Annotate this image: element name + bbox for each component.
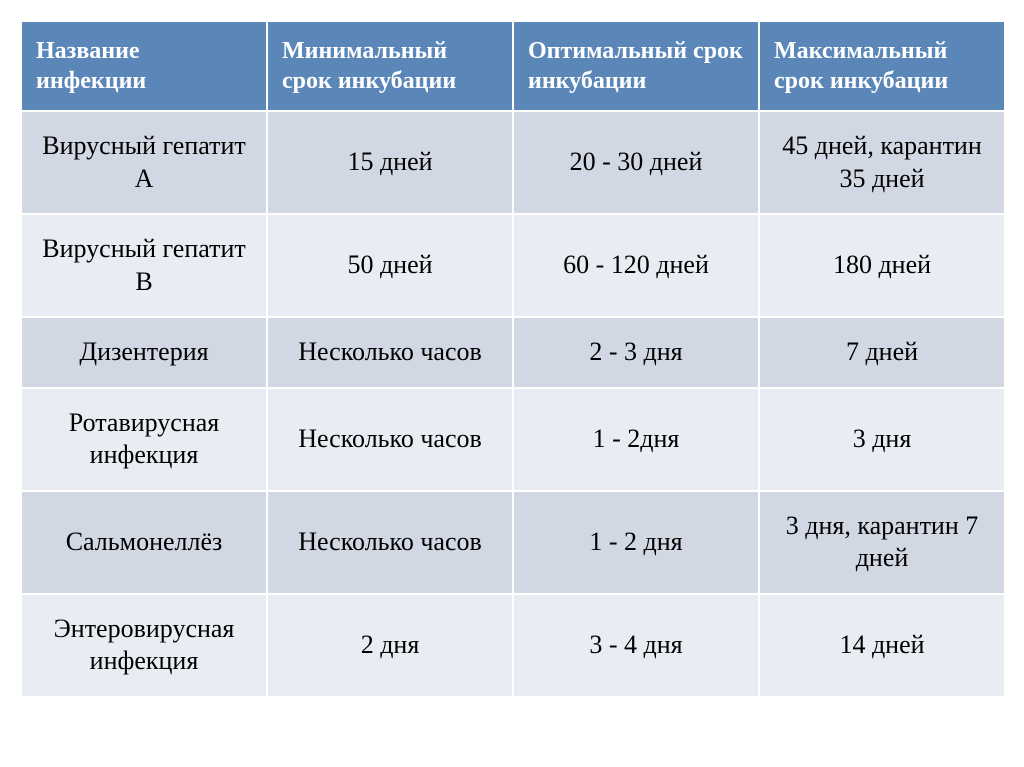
col-header-name: Название инфекции [21, 21, 267, 111]
table-row: Дизентерия Несколько часов 2 - 3 дня 7 д… [21, 317, 1005, 388]
cell-min: Несколько часов [267, 491, 513, 594]
cell-max: 7 дней [759, 317, 1005, 388]
cell-min: Несколько часов [267, 388, 513, 491]
cell-optimal: 20 - 30 дней [513, 111, 759, 214]
cell-infection-name: Ротавирусная инфекция [21, 388, 267, 491]
cell-infection-name: Сальмонеллёз [21, 491, 267, 594]
cell-max: 14 дней [759, 594, 1005, 697]
cell-optimal: 3 - 4 дня [513, 594, 759, 697]
cell-min: Несколько часов [267, 317, 513, 388]
table-row: Ротавирусная инфекция Несколько часов 1 … [21, 388, 1005, 491]
cell-infection-name: Вирусный гепатит В [21, 214, 267, 317]
table-row: Энтеровирусная инфекция 2 дня 3 - 4 дня … [21, 594, 1005, 697]
table-row: Сальмонеллёз Несколько часов 1 - 2 дня 3… [21, 491, 1005, 594]
cell-optimal: 2 - 3 дня [513, 317, 759, 388]
cell-min: 50 дней [267, 214, 513, 317]
table-row: Вирусный гепатит В 50 дней 60 - 120 дней… [21, 214, 1005, 317]
cell-min: 2 дня [267, 594, 513, 697]
col-header-max: Максимальный срок инкубации [759, 21, 1005, 111]
col-header-min: Минимальный срок инкубации [267, 21, 513, 111]
cell-max: 180 дней [759, 214, 1005, 317]
cell-infection-name: Энтеровирусная инфекция [21, 594, 267, 697]
col-header-optimal: Оптимальный срок инкубации [513, 21, 759, 111]
table-row: Вирусный гепатит А 15 дней 20 - 30 дней … [21, 111, 1005, 214]
cell-optimal: 60 - 120 дней [513, 214, 759, 317]
table-header-row: Название инфекции Минимальный срок инкуб… [21, 21, 1005, 111]
cell-max: 3 дня [759, 388, 1005, 491]
cell-optimal: 1 - 2дня [513, 388, 759, 491]
cell-infection-name: Дизентерия [21, 317, 267, 388]
cell-max: 45 дней, карантин 35 дней [759, 111, 1005, 214]
cell-max: 3 дня, карантин 7 дней [759, 491, 1005, 594]
cell-infection-name: Вирусный гепатит А [21, 111, 267, 214]
incubation-table: Название инфекции Минимальный срок инкуб… [20, 20, 1006, 698]
cell-optimal: 1 - 2 дня [513, 491, 759, 594]
cell-min: 15 дней [267, 111, 513, 214]
